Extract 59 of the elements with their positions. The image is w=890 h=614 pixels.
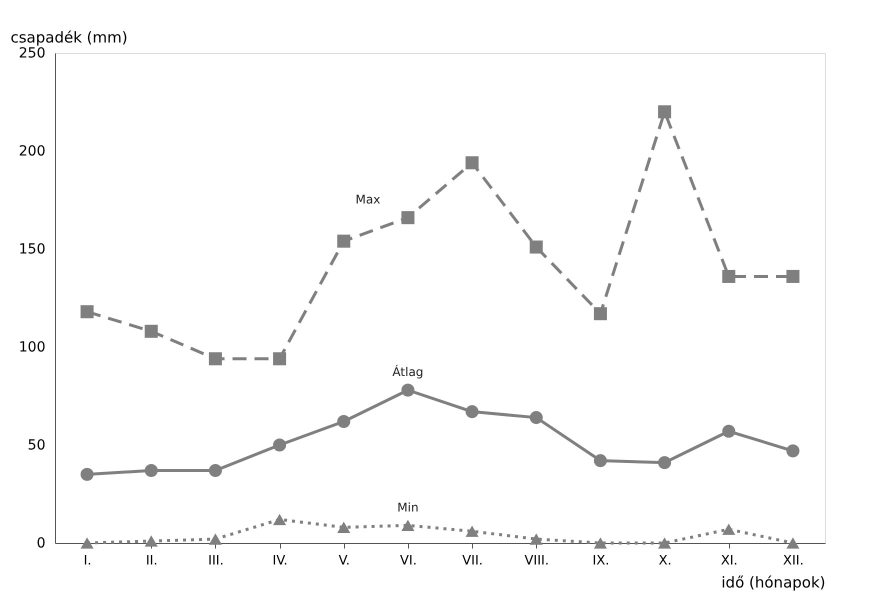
- series-label: Max: [356, 192, 380, 207]
- x-tick-label: III.: [208, 554, 224, 568]
- point: [273, 438, 286, 452]
- point: [401, 384, 414, 397]
- point: [722, 424, 736, 438]
- y-tick-label: 100: [18, 340, 46, 356]
- point: [786, 537, 800, 549]
- point: [466, 526, 479, 537]
- point: [658, 456, 672, 470]
- point: [786, 270, 800, 283]
- point: [466, 156, 479, 170]
- point: [786, 444, 800, 458]
- x-axis-title: idő (hónapok): [721, 574, 826, 592]
- point: [530, 411, 543, 424]
- y-axis-title: csapadék (mm): [10, 28, 128, 46]
- point: [594, 307, 607, 320]
- point: [594, 454, 607, 468]
- point: [144, 535, 158, 547]
- point: [466, 405, 479, 418]
- x-tick-label: IV.: [272, 554, 288, 568]
- x-tick-label: V.: [338, 554, 350, 568]
- point: [144, 324, 158, 338]
- x-tick-label: XI.: [720, 554, 738, 568]
- y-tick-label: 250: [18, 46, 46, 62]
- y-tick-label: 200: [18, 144, 46, 160]
- point: [722, 270, 736, 283]
- point: [144, 464, 158, 477]
- point: [722, 524, 736, 535]
- point: [658, 105, 672, 118]
- x-tick-label: VIII.: [524, 554, 550, 568]
- point: [530, 240, 543, 254]
- point: [530, 533, 543, 545]
- point: [80, 468, 94, 481]
- x-tick-label: VI.: [400, 554, 417, 568]
- point: [594, 537, 607, 549]
- y-tick-label: 50: [28, 438, 46, 454]
- x-tick-label: IX.: [592, 554, 610, 568]
- x-tick-label: II.: [146, 554, 158, 568]
- point: [80, 537, 94, 549]
- point: [401, 520, 414, 532]
- series-label: Min: [397, 500, 419, 514]
- series-label: Átlag: [392, 364, 424, 380]
- x-tick-label: X.: [658, 554, 672, 568]
- point: [80, 305, 94, 318]
- x-tick-label: I.: [84, 554, 92, 568]
- point: [273, 514, 286, 526]
- y-tick-label: 150: [18, 242, 46, 258]
- point: [208, 464, 222, 477]
- x-tick-label: VII.: [462, 554, 483, 568]
- point: [208, 533, 222, 545]
- point: [401, 211, 414, 224]
- point: [658, 537, 672, 549]
- x-tick-label: XII.: [783, 554, 804, 568]
- point: [337, 522, 350, 533]
- y-tick-label: 0: [36, 536, 46, 552]
- point: [273, 352, 286, 366]
- point: [208, 352, 222, 366]
- point: [337, 414, 350, 428]
- point: [337, 234, 350, 248]
